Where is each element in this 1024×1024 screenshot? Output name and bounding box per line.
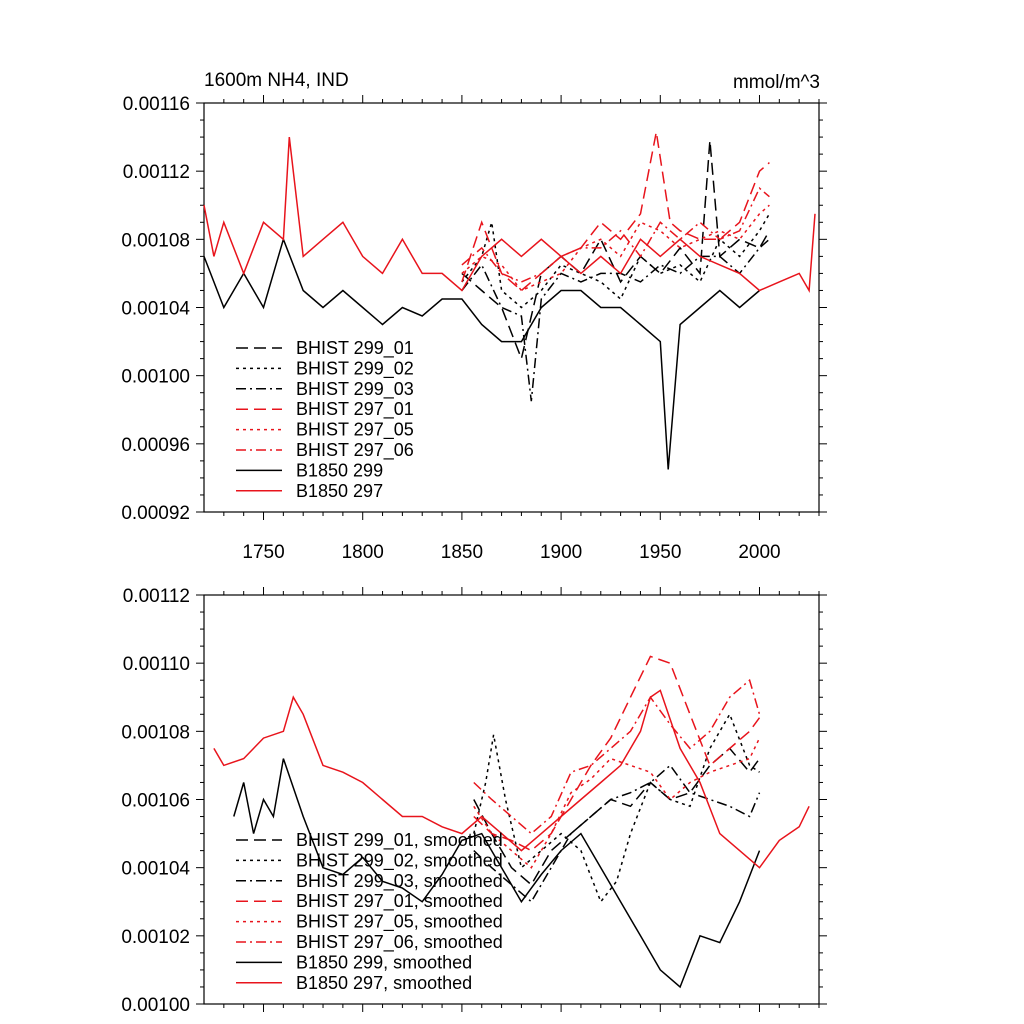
legend-label: B1850 297, smoothed xyxy=(296,973,472,993)
series-line xyxy=(461,213,771,309)
series-line xyxy=(473,737,761,869)
x-tick-label: 1950 xyxy=(639,542,681,563)
legend-label: B1850 299 xyxy=(296,460,383,480)
y-tick-label: 0.00108 xyxy=(121,230,190,251)
legend-label: B1850 297 xyxy=(296,481,383,501)
series-line xyxy=(461,204,770,292)
series-line xyxy=(233,758,761,989)
series-line xyxy=(473,764,761,903)
series-line xyxy=(461,131,770,292)
legend-label: BHIST 299_03 xyxy=(296,379,414,400)
y-tick-label: 0.00108 xyxy=(121,722,190,743)
top-axis-ticks xyxy=(196,95,827,520)
y-tick-label: 0.00106 xyxy=(121,791,190,812)
y-tick-label: 0.00112 xyxy=(123,162,190,183)
bottom-axis-ticks xyxy=(196,587,827,1012)
series-line xyxy=(461,140,771,362)
legend-label: BHIST 297_05, smoothed xyxy=(296,912,503,933)
legend-label: BHIST 297_01, smoothed xyxy=(296,891,503,912)
x-tick-label: 1900 xyxy=(540,542,582,563)
series-line xyxy=(473,678,761,835)
legend-label: BHIST 299_01 xyxy=(296,338,414,359)
x-tick-label: 1800 xyxy=(342,542,384,563)
y-tick-label: 0.00110 xyxy=(123,654,190,675)
y-tick-label: 0.00100 xyxy=(121,367,190,388)
series-line xyxy=(461,238,770,402)
y-tick-label: 0.00104 xyxy=(121,859,190,880)
y-tick-label: 0.00102 xyxy=(121,927,190,948)
legend-label: BHIST 299_02, smoothed xyxy=(296,850,503,871)
legend-label: BHIST 299_02 xyxy=(296,358,414,379)
bottom-chart: 0.00112 0.00110 0.00108 0.00106 0.00104 0.001… xyxy=(121,586,827,1016)
y-tick-label: 0.00096 xyxy=(121,435,190,456)
legend-label: BHIST 299_03, smoothed xyxy=(296,871,503,892)
y-tick-label: 0.00116 xyxy=(123,94,190,115)
top-x-tick-labels: 1750 1800 1850 1900 1950 2000 xyxy=(242,542,780,563)
x-tick-label: 1850 xyxy=(441,542,483,563)
series-line xyxy=(203,137,816,293)
series-line xyxy=(461,186,770,283)
y-tick-label: 0.00104 xyxy=(121,299,190,320)
legend-label: BHIST 297_05 xyxy=(296,420,414,441)
y-tick-label: 0.00112 xyxy=(123,586,190,607)
bottom-y-tick-labels: 0.00112 0.00110 0.00108 0.00106 0.00104 0.001… xyxy=(121,586,190,1016)
top-chart-units: mmol/m^3 xyxy=(733,72,820,93)
y-tick-label: 0.00092 xyxy=(121,503,190,524)
bottom-series-lines xyxy=(213,655,810,989)
legend-label: B1850 299, smoothed xyxy=(296,952,472,972)
top-series-lines xyxy=(203,131,816,470)
top-chart-title: 1600m NH4, IND xyxy=(204,70,349,91)
legend-label: BHIST 297_06, smoothed xyxy=(296,932,503,953)
series-line xyxy=(203,236,760,470)
series-line xyxy=(473,655,761,852)
series-line xyxy=(213,689,810,869)
series-line xyxy=(473,712,760,904)
top-chart: 1600m NH4, IND mmol/m^3 0.001160.001120.… xyxy=(121,70,827,563)
legend-label: BHIST 297_06 xyxy=(296,440,414,461)
legend-label: BHIST 297_01 xyxy=(296,399,414,420)
x-tick-label: 1750 xyxy=(242,542,284,563)
top-y-tick-labels: 0.00116 0.00112 0.00108 0.00104 0.00100 0.000… xyxy=(121,94,190,524)
legend-label: BHIST 299_01, smoothed xyxy=(296,830,503,851)
x-tick-label: 2000 xyxy=(738,542,780,563)
y-tick-label: 0.00100 xyxy=(121,995,190,1016)
